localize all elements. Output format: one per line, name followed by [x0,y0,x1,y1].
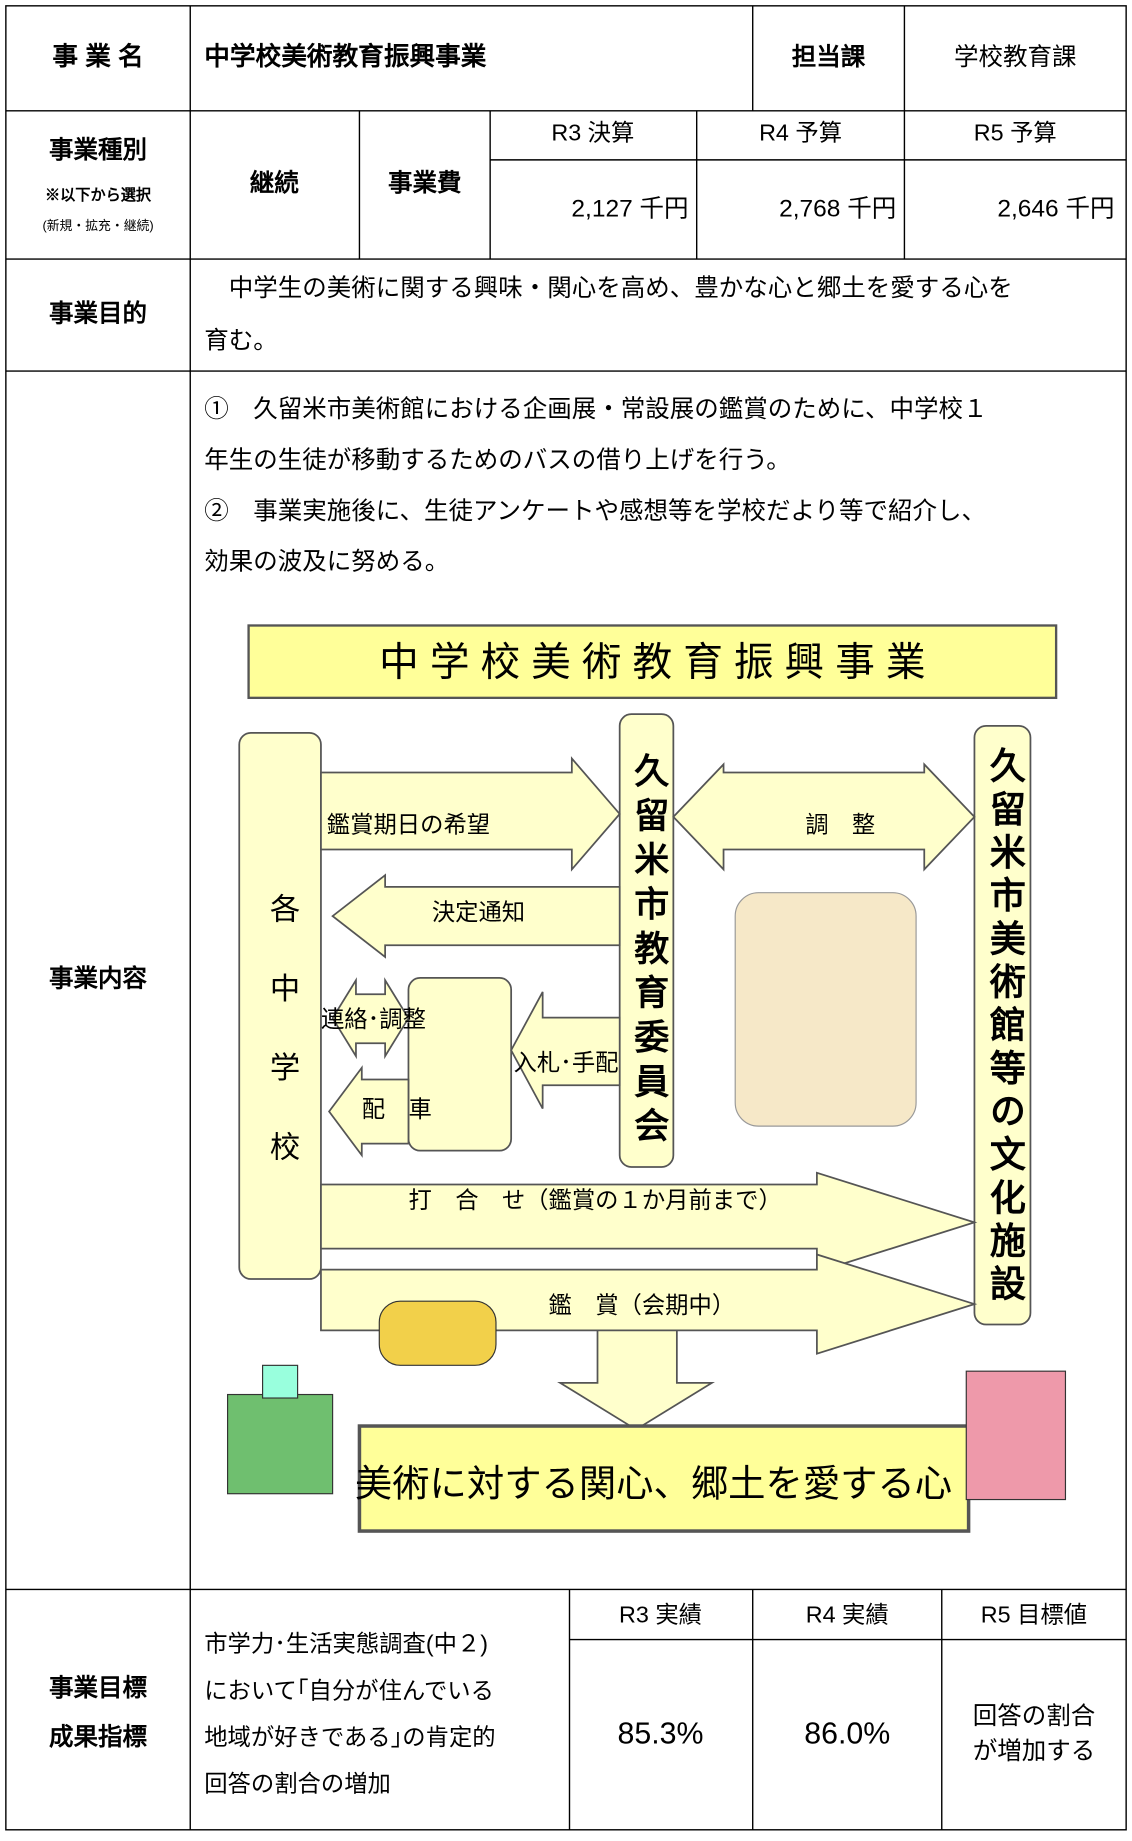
cell-text: 継続 [250,168,299,197]
label: 担当課 [792,42,866,71]
indicator-line: 地域が好きである｣の肯定的 [204,1724,495,1750]
arrow-label: 鑑 賞（会期中） [549,1292,736,1318]
paragraph-line: 育む。 [204,326,277,354]
arrow [331,873,621,959]
project-name: 中学校美術教育振興事業 [204,41,487,71]
paragraph-line: 年生の生徒が移動するためのバスの借り上げを行う。 [204,446,791,474]
arrow-label: 連絡･調整 [321,1006,426,1032]
budget-amount: 2,127 千円 [571,195,688,223]
budget-amount: 2,768 千円 [779,195,896,223]
cell-text: 学校教育課 [954,43,1077,71]
budget-year: R5 予算 [974,119,1057,145]
arrow [557,1329,715,1431]
diagram-title-box [247,624,1058,700]
arrow [320,756,621,872]
budget-year: R4 予算 [759,119,842,145]
arrow-label: 打 合 せ（鑑賞の１か月前まで） [409,1187,782,1213]
budget-amount: 2,646 千円 [997,195,1114,223]
result-box [357,1424,971,1533]
budget-year: R3 決算 [551,119,634,145]
arrow [672,762,976,872]
result-value: 85.3% [618,1717,704,1750]
diagram-title: 中 学 校 美 術 教 育 振 興 事 業 [379,641,925,685]
school-icon [226,1393,334,1495]
bus-icon [378,1300,497,1366]
arrow [320,1171,978,1274]
result-year: R3 実績 [619,1601,702,1627]
table-border [5,5,1127,1831]
arrow-label: 調 整 [805,811,875,837]
arrow-label: 配 車 [362,1096,432,1122]
paragraph-line: ① 久留米市美術館における企画展・常設展の鑑賞のために、中学校１ [204,395,987,423]
vertical-label: 久留米市美術館等の文化施設 [985,747,1027,1308]
result-year: R5 目標値 [981,1601,1087,1627]
people-icon [734,892,917,1127]
label: 事 業 名 [52,41,143,71]
paragraph-line: ② 事業実施後に、生徒アンケートや感想等を学校だより等で紹介し、 [204,497,986,525]
note: ※以下から選択 [45,186,152,204]
school-icon [262,1364,299,1399]
table-grid [5,5,1127,1831]
label: 事業費 [388,169,462,197]
label: 事業種別 [49,136,147,164]
school-box [238,731,322,1280]
indicator-line: において｢自分が住んでいる [204,1677,494,1703]
result-value: 86.0% [804,1717,890,1750]
label: 事業内容 [49,964,147,993]
result-year: R4 実績 [806,1601,889,1627]
label: 事業目標 [49,1674,147,1702]
note: (新規・拡充・継続) [42,218,153,233]
vertical-label: 久留米市教育委員会 [629,752,669,1151]
arrow [510,991,621,1110]
arrow-label: 鑑賞期日の希望 [327,811,490,837]
arrow [331,977,410,1060]
arrow [328,1065,410,1158]
arrow-label: 決定通知 [432,899,525,925]
vertical-label: 各中学校 [265,892,300,1210]
label: 事業目的 [49,299,147,328]
arts-icon [965,1370,1067,1501]
indicator-line: 回答の割合の増加 [204,1771,391,1797]
result-text: 美術に対する関心、郷土を愛する心 [355,1463,952,1505]
museum-box [973,724,1032,1326]
paragraph-line: 効果の波及に努める。 [204,548,449,576]
paragraph-line: 中学生の美術に関する興味・関心を高め、豊かな心と郷土を愛する心を [204,274,1012,302]
result-value: 回答の割合 [973,1702,1096,1730]
vendor-box [407,977,513,1152]
arrow-label: 入札･手配 [514,1049,619,1075]
label: 成果指標 [49,1723,147,1751]
indicator-line: 市学力･生活実態調査(中２) [204,1631,488,1657]
result-value: が増加する [973,1737,1096,1765]
